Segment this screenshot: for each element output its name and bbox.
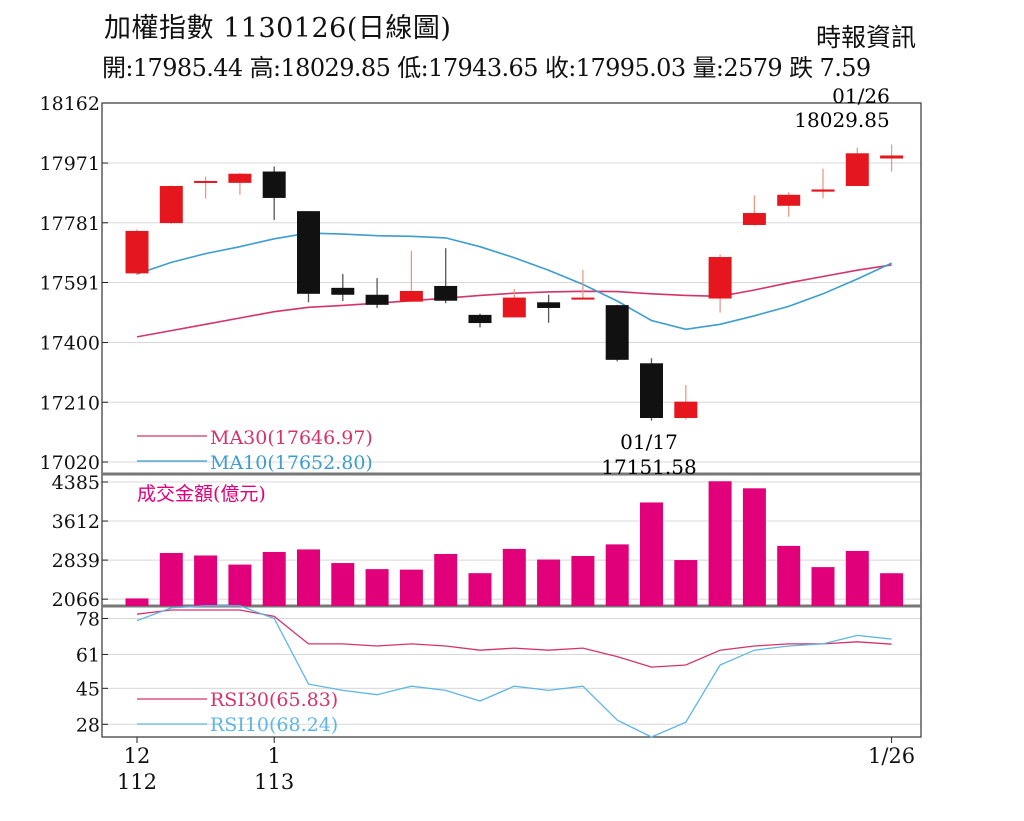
candle-body <box>468 314 492 324</box>
volume-bar <box>297 549 320 606</box>
volume-tick-label: 3612 <box>52 511 100 533</box>
price-legend: MA30(17646.97) MA10(17652.80) <box>137 427 373 474</box>
volume-bar <box>159 552 183 606</box>
x-tick-label: 1 <box>268 744 281 768</box>
rsi30-legend-label: RSI30(65.83) <box>210 689 338 711</box>
volume-tick-label: 2839 <box>52 550 100 572</box>
candle-body <box>571 297 595 300</box>
volume-bar <box>708 481 732 606</box>
volume-bar <box>640 502 663 606</box>
volume-bar <box>571 555 595 606</box>
candle-body <box>811 189 835 192</box>
candle-body <box>434 285 458 301</box>
volume-bar <box>399 569 423 606</box>
volume-bar <box>468 573 492 606</box>
candle-body <box>640 363 663 418</box>
candle-body <box>399 290 423 302</box>
candle-body <box>742 213 766 225</box>
candle-body <box>537 302 561 308</box>
price-tick-label: 17971 <box>40 153 100 175</box>
low-annotation-date: 01/17 <box>620 430 678 454</box>
low-annotation-value: 17151.58 <box>601 455 696 479</box>
volume-bar <box>880 573 904 606</box>
candle-body <box>674 401 698 418</box>
candle-body <box>880 155 904 159</box>
rsi10-line <box>136 605 892 738</box>
volume-bar <box>331 563 355 606</box>
rsi-tick-label: 78 <box>76 608 100 630</box>
price-tick-label: 17781 <box>40 213 100 235</box>
ma10-line <box>136 232 892 331</box>
price-tick-label: 18162 <box>40 93 100 115</box>
x-tick-label: 1/26 <box>868 744 915 768</box>
volume-bars <box>125 481 904 606</box>
candle-body <box>262 171 286 198</box>
candle-body <box>605 305 629 360</box>
volume-tick-label: 4385 <box>52 472 100 494</box>
volume-bar <box>845 550 869 606</box>
price-tick-label: 17210 <box>40 392 100 414</box>
chart-title: 加權指數 1130126(日線圖) <box>104 13 452 44</box>
volume-bar <box>777 545 801 606</box>
rsi10-legend-label: RSI10(68.24) <box>210 714 338 736</box>
rsi-legend: RSI30(65.83) RSI10(68.24) <box>137 689 338 736</box>
rsi-tick-label: 61 <box>76 644 100 666</box>
volume-bar <box>811 567 835 606</box>
price-tick-label: 17591 <box>40 273 100 295</box>
candle-body <box>125 230 149 274</box>
ma10-legend-label: MA10(17652.80) <box>210 452 373 474</box>
candle-body <box>845 153 869 186</box>
candle-body <box>331 287 355 295</box>
volume-bar <box>537 559 561 606</box>
x-tick-label: 12 <box>124 744 151 768</box>
y-tick-labels: 17020 17210 17400 17591 17781 17971 18162 2066 2… <box>40 93 100 736</box>
price-tick-label: 17400 <box>40 333 100 355</box>
price-tick-label: 17020 <box>40 452 100 474</box>
candle-body <box>365 294 389 305</box>
volume-bar <box>262 551 286 606</box>
x-tick-sublabel: 113 <box>254 770 294 794</box>
source-label: 時報資訊 <box>815 23 916 52</box>
candle-body <box>708 257 732 299</box>
candlesticks <box>125 144 904 421</box>
rsi-tick-label: 28 <box>76 714 100 736</box>
candle-body <box>502 297 526 318</box>
candle-body <box>228 173 252 183</box>
high-annotation-value: 18029.85 <box>794 108 889 132</box>
volume-bar <box>674 560 698 606</box>
candle-body <box>194 180 218 183</box>
candle-body <box>777 194 801 206</box>
volume-bar <box>194 555 218 606</box>
volume-bar <box>742 488 766 606</box>
rsi-tick-label: 45 <box>76 678 100 700</box>
volume-bar <box>605 544 629 606</box>
candle-body <box>159 185 183 224</box>
rsi-lines <box>136 605 892 738</box>
volume-title: 成交金額(億元) <box>137 483 266 505</box>
candle-body <box>297 211 320 294</box>
volume-bar <box>228 564 252 606</box>
ohlc-summary: 開:17985.44 高:18029.85 低:17943.65 收:17995… <box>102 54 871 82</box>
high-annotation-date: 01/26 <box>832 84 890 108</box>
volume-tick-label: 2066 <box>52 589 100 611</box>
volume-bar <box>502 548 526 606</box>
volume-bar <box>365 569 389 606</box>
chart-frame <box>101 102 922 738</box>
volume-bar <box>434 553 458 606</box>
ma30-legend-label: MA30(17646.97) <box>210 427 373 449</box>
x-tick-sublabel: 112 <box>117 770 157 794</box>
volume-bar <box>125 598 149 606</box>
moving-average-lines <box>136 232 892 338</box>
